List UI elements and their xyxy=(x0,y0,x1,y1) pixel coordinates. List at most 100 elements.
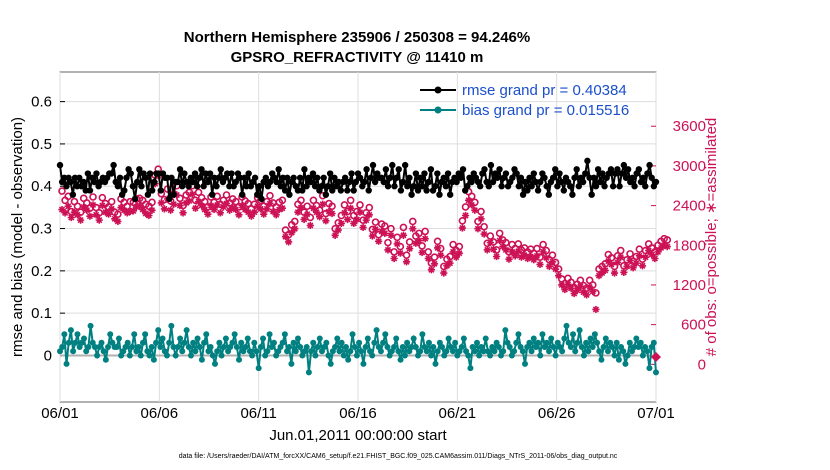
bias-point xyxy=(377,348,384,355)
bias-point xyxy=(198,356,205,363)
obs-assimilated-point xyxy=(632,259,640,267)
obs-assimilated-point xyxy=(617,253,625,261)
rmse-point xyxy=(399,178,407,186)
x-tick-label: 06/16 xyxy=(339,405,377,422)
bias-point xyxy=(209,352,216,359)
rmse-point xyxy=(307,178,315,186)
bias-point xyxy=(342,344,349,350)
rmse-point xyxy=(198,166,205,173)
rmse-point xyxy=(530,170,537,177)
obs-assimilated-point xyxy=(558,281,566,289)
y2-tick-label: 3600 xyxy=(673,118,706,135)
obs-assimilated-point xyxy=(657,244,665,252)
obs-assimilated-point xyxy=(129,207,137,215)
bias-point xyxy=(63,360,70,367)
obs-assimilated-point xyxy=(465,196,473,204)
obs-assimilated-point xyxy=(645,246,653,255)
rmse-point xyxy=(468,178,475,186)
obs-possible-point xyxy=(458,216,467,225)
rmse-point xyxy=(543,183,550,190)
bias-point xyxy=(637,339,644,346)
bias-point xyxy=(129,344,136,350)
rmse-point xyxy=(84,170,92,177)
rmse-point xyxy=(431,183,439,190)
obs-possible-point xyxy=(126,197,135,206)
obs-assimilated-point xyxy=(582,291,591,299)
obs-assimilated-point xyxy=(486,239,494,247)
bias-point xyxy=(574,339,581,346)
obs-assimilated-point xyxy=(443,262,451,270)
obs-assimilated-point xyxy=(173,191,181,199)
bias-point xyxy=(491,348,498,355)
bias-point xyxy=(159,335,166,342)
bias-point xyxy=(332,344,339,350)
rmse-point xyxy=(144,191,152,198)
obs-possible-point xyxy=(148,198,156,207)
bias-point xyxy=(255,365,262,372)
obs-assimilated-point xyxy=(213,201,221,209)
x-tick-label: 06/01 xyxy=(41,405,79,422)
obs-assimilated-point xyxy=(598,269,606,277)
rmse-point xyxy=(185,183,192,190)
obs-possible-point xyxy=(480,222,488,231)
rmse-point xyxy=(277,183,285,190)
obs-assimilated-point xyxy=(437,251,445,259)
bias-point xyxy=(519,348,526,355)
obs-assimilated-point xyxy=(201,205,209,214)
obs-assimilated-point xyxy=(629,264,637,272)
obs-assimilated-point xyxy=(548,258,557,266)
rmse-point xyxy=(281,187,289,194)
rmse-point xyxy=(322,191,330,198)
rmse-point xyxy=(496,166,503,173)
bias-point xyxy=(371,339,378,346)
obs-assimilated-point xyxy=(607,260,616,269)
x-tick-label: 06/26 xyxy=(538,405,576,422)
rmse-point xyxy=(629,174,636,181)
obs-assimilated-point xyxy=(452,253,460,261)
rmse-point xyxy=(569,191,576,198)
bias-point xyxy=(620,348,627,355)
bias-point xyxy=(281,331,288,338)
rmse-point xyxy=(618,170,625,177)
rmse-point xyxy=(406,174,413,181)
rmse-point xyxy=(624,166,632,173)
rmse-point xyxy=(251,174,259,181)
bias-point xyxy=(187,352,194,359)
rmse-point xyxy=(142,174,149,181)
obs-assimilated-point xyxy=(564,280,572,288)
bias-point xyxy=(546,348,553,355)
rmse-point xyxy=(146,170,154,177)
rmse-point xyxy=(414,187,422,194)
bias-point xyxy=(312,352,319,359)
bias-point xyxy=(600,344,607,350)
obs-possible-point xyxy=(663,236,672,244)
rmse-point xyxy=(326,170,334,177)
obs-assimilated-point xyxy=(601,266,609,274)
bias-point xyxy=(596,348,603,355)
y-tick-label: 0.6 xyxy=(31,94,52,111)
obs-assimilated-point xyxy=(322,217,330,225)
bias-point xyxy=(622,360,629,367)
rmse-point xyxy=(314,174,321,181)
rmse-point xyxy=(545,191,553,198)
bias-point xyxy=(543,339,550,346)
bias-point xyxy=(148,344,155,350)
bias-point xyxy=(395,348,402,355)
obs-assimilated-point xyxy=(474,225,482,233)
bias-point xyxy=(264,348,271,355)
rmse-point xyxy=(123,174,130,181)
obs-assimilated-point xyxy=(145,211,153,220)
rmse-point xyxy=(386,174,394,181)
obs-assimilated-point xyxy=(499,242,507,251)
rmse-point xyxy=(148,187,156,194)
rmse-point xyxy=(560,187,568,194)
obs-assimilated-point xyxy=(595,272,603,280)
obs-assimilated-point xyxy=(244,208,252,216)
rmse-point xyxy=(558,178,565,186)
bias-point xyxy=(220,344,227,350)
bias-point xyxy=(218,352,225,359)
rmse-point xyxy=(131,195,139,203)
bias-point xyxy=(251,339,258,346)
obs-assimilated-point xyxy=(356,208,364,216)
